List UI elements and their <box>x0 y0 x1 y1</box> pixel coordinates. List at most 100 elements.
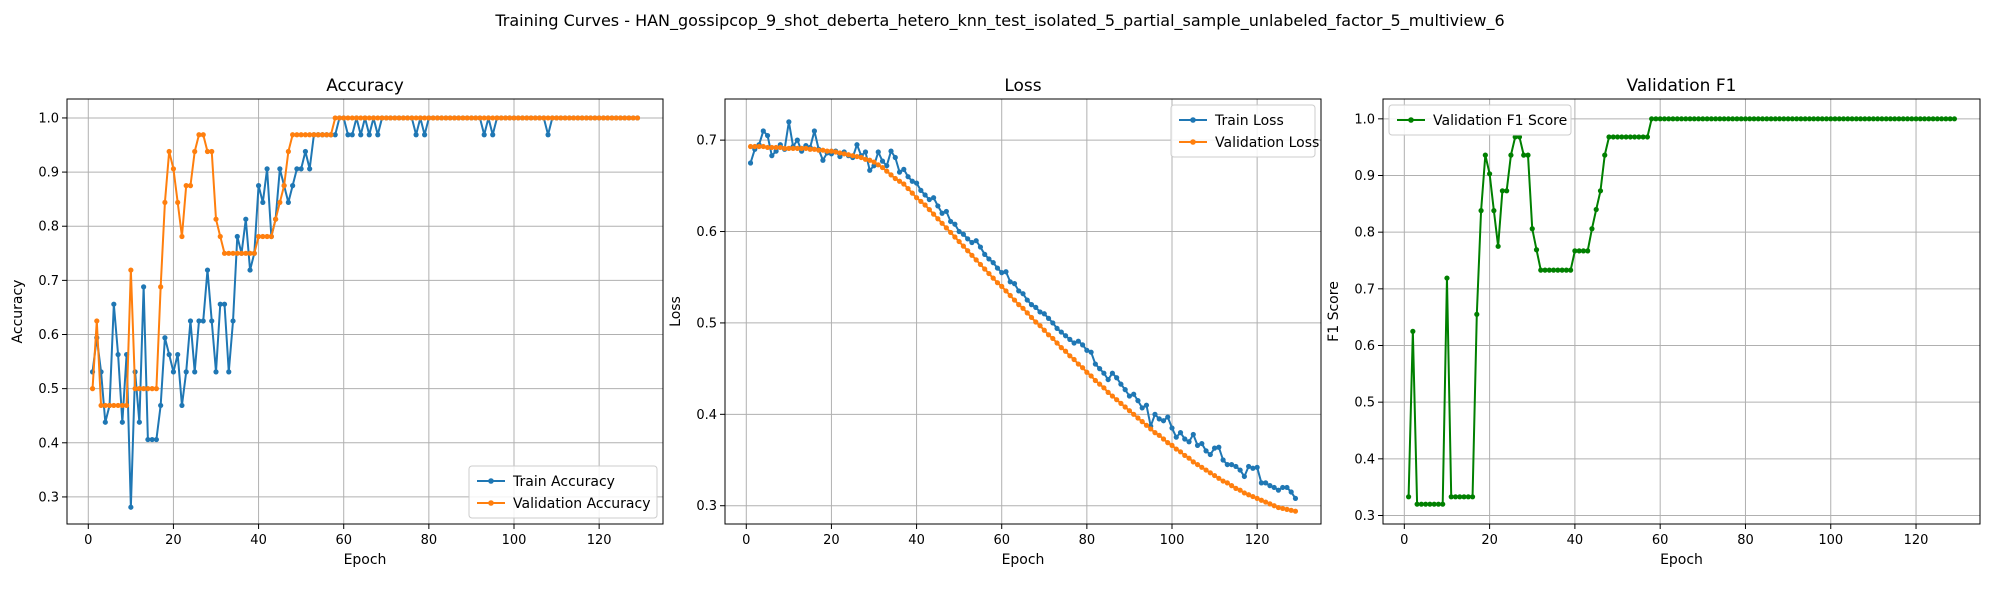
data-point <box>175 199 181 206</box>
data-point <box>1275 504 1282 511</box>
data-point <box>1491 208 1497 214</box>
data-point <box>204 148 211 155</box>
data-point <box>477 115 483 121</box>
data-point <box>1879 116 1885 122</box>
data-point <box>605 115 611 121</box>
data-point <box>294 132 300 138</box>
data-point <box>867 167 873 173</box>
data-point <box>905 174 911 180</box>
y-tick-label: 0.4 <box>1354 452 1375 467</box>
data-point <box>179 233 185 240</box>
data-point <box>1943 116 1949 122</box>
data-point <box>892 175 898 182</box>
data-point <box>1896 116 1902 122</box>
data-point <box>1405 494 1412 500</box>
data-point <box>1241 490 1247 496</box>
data-point <box>913 180 920 186</box>
data-point <box>630 115 636 121</box>
data-point <box>541 115 547 121</box>
data-point <box>977 244 984 250</box>
data-point <box>366 115 372 121</box>
data-point <box>1050 335 1056 342</box>
data-point <box>375 132 381 138</box>
data-point <box>931 211 937 217</box>
data-point <box>935 216 941 222</box>
legend: Train Accuracy Validation Accuracy <box>468 465 658 519</box>
data-point <box>1427 501 1433 507</box>
data-point <box>1525 152 1531 158</box>
data-point <box>183 369 189 375</box>
data-point <box>1504 188 1510 194</box>
data-point <box>268 233 274 240</box>
y-axis-label: Loss <box>668 296 684 327</box>
data-point <box>217 301 223 307</box>
data-point <box>375 115 381 121</box>
data-point <box>456 115 462 121</box>
data-point <box>1080 365 1086 371</box>
data-point <box>255 233 262 240</box>
data-point <box>1092 361 1098 367</box>
data-point <box>1254 495 1260 502</box>
data-point <box>965 236 971 242</box>
data-point <box>111 301 117 307</box>
data-point <box>1233 485 1239 491</box>
data-point <box>1649 116 1655 122</box>
data-point <box>1033 304 1039 310</box>
data-point <box>255 183 262 189</box>
data-point <box>994 280 1001 286</box>
data-point <box>764 132 771 139</box>
data-point <box>1246 492 1252 498</box>
data-point <box>358 132 364 138</box>
data-point <box>1088 373 1094 379</box>
data-point <box>811 146 818 152</box>
data-point <box>837 150 843 156</box>
data-point <box>362 115 368 121</box>
y-tick-label: 0.5 <box>38 382 59 397</box>
data-point <box>1254 464 1260 470</box>
data-point <box>1054 325 1060 332</box>
x-tick-label: 80 <box>1737 533 1754 548</box>
data-point <box>820 157 826 163</box>
data-point <box>1016 302 1022 308</box>
data-point <box>1203 467 1209 473</box>
data-point <box>226 250 232 256</box>
data-point <box>1713 116 1719 122</box>
data-point <box>948 218 954 225</box>
y-tick-label: 0.5 <box>696 316 717 331</box>
data-point <box>1589 226 1595 232</box>
data-point <box>1653 116 1659 122</box>
data-point <box>1211 445 1218 451</box>
data-point <box>1474 311 1480 317</box>
data-point <box>1461 494 1467 500</box>
series-validation-loss <box>747 143 1299 514</box>
data-point <box>1738 116 1744 122</box>
data-point <box>102 419 108 425</box>
data-point <box>1156 432 1162 438</box>
data-point <box>1904 116 1911 122</box>
data-point <box>600 115 607 121</box>
data-point <box>1071 340 1077 346</box>
data-point <box>1041 311 1047 317</box>
data-point <box>1734 116 1740 122</box>
data-point <box>298 132 304 138</box>
data-point <box>922 202 928 208</box>
data-point <box>192 369 198 375</box>
x-axis-label: Epoch <box>344 552 387 568</box>
data-point <box>1794 116 1800 122</box>
data-point <box>884 168 890 174</box>
data-point <box>324 132 330 138</box>
legend: Train Loss Validation Loss <box>1170 104 1319 158</box>
data-point <box>782 145 788 151</box>
data-point <box>145 386 151 392</box>
data-point <box>617 115 624 121</box>
x-tick-label: 120 <box>1904 533 1929 548</box>
legend-entry: Validation Loss <box>1179 135 1319 151</box>
data-point <box>1887 116 1894 122</box>
data-point <box>422 115 428 121</box>
data-point <box>828 148 835 154</box>
data-point <box>264 233 270 240</box>
data-point <box>956 228 962 235</box>
data-point <box>1135 415 1141 421</box>
data-point <box>115 351 121 358</box>
